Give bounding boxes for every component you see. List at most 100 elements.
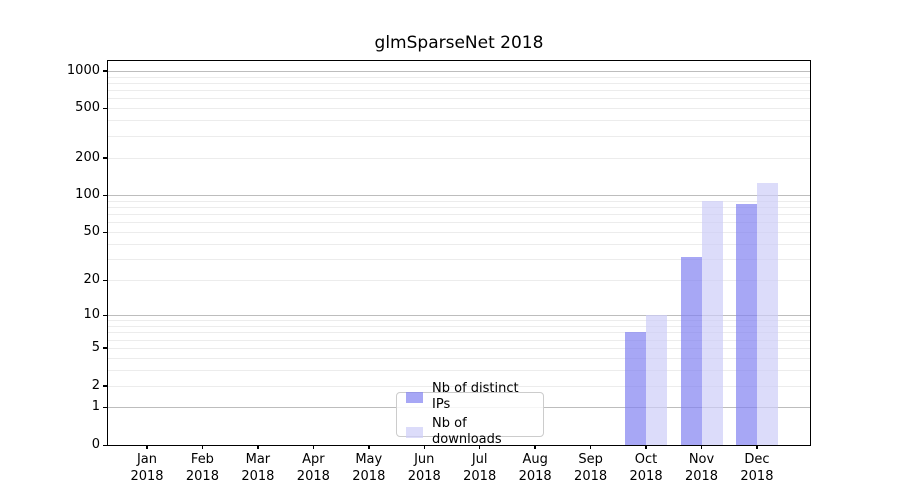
y-tick-mark xyxy=(103,406,107,409)
x-tick-label: Mar 2018 xyxy=(228,451,288,485)
x-tick-label: Nov 2018 xyxy=(672,451,732,485)
legend-swatch-distinct-ips xyxy=(406,391,423,403)
gridline-minor xyxy=(108,385,810,387)
bar-distinct-ips xyxy=(680,257,702,445)
x-tick-year: 2018 xyxy=(407,469,441,484)
x-tick-year: 2018 xyxy=(241,469,275,484)
bar-downloads xyxy=(756,183,778,445)
x-tick-year: 2018 xyxy=(574,469,608,484)
gridline-minor xyxy=(108,326,810,327)
x-tick-year: 2018 xyxy=(629,469,663,484)
gridline-minor xyxy=(108,120,810,122)
gridline-minor xyxy=(108,214,810,216)
x-tick-month: Oct xyxy=(634,452,658,467)
x-tick-label: Apr 2018 xyxy=(283,451,343,485)
gridline-major xyxy=(108,70,810,72)
gridline-minor xyxy=(108,369,810,371)
x-tick-mark xyxy=(146,445,148,449)
gridline-minor xyxy=(108,232,810,234)
gridline-minor xyxy=(108,157,810,159)
x-tick-year: 2018 xyxy=(296,469,330,484)
x-tick-label: Dec 2018 xyxy=(727,451,787,485)
gridline-minor xyxy=(108,347,810,349)
legend-swatch-downloads xyxy=(406,426,423,438)
gridline-minor xyxy=(108,259,810,261)
x-tick-month: Feb xyxy=(190,452,214,467)
gridline-minor xyxy=(108,243,810,245)
x-tick-mark xyxy=(312,445,315,449)
x-tick-label: Jul 2018 xyxy=(450,451,510,485)
x-tick-month: Aug xyxy=(522,452,548,467)
x-tick-year: 2018 xyxy=(518,469,552,484)
x-tick-month: Jun xyxy=(414,452,435,467)
x-tick-mark xyxy=(201,445,204,449)
y-tick-mark xyxy=(103,157,107,159)
gridline-minor xyxy=(108,280,810,282)
y-tick-label: 500 xyxy=(75,100,100,116)
x-tick-mark xyxy=(700,445,703,449)
gridline-minor xyxy=(108,76,810,78)
gridline-minor xyxy=(108,108,810,110)
x-tick-year: 2018 xyxy=(352,469,386,484)
x-tick-label: Jun 2018 xyxy=(394,451,454,485)
legend: Nb of distinct IPs Nb of downloads xyxy=(396,381,544,447)
gridline-minor xyxy=(108,222,810,224)
gridline-minor xyxy=(108,320,810,322)
y-tick-label: 20 xyxy=(83,272,100,288)
gridline-minor xyxy=(108,90,810,92)
x-tick-month: Apr xyxy=(302,452,325,467)
x-tick-mark xyxy=(756,445,758,449)
y-tick-mark xyxy=(103,314,107,317)
y-tick-mark xyxy=(103,385,107,387)
y-tick-label: 1000 xyxy=(66,62,100,78)
x-tick-year: 2018 xyxy=(185,469,219,484)
bar-downloads xyxy=(701,200,723,445)
bar-distinct-ips xyxy=(625,332,647,445)
gridline-minor xyxy=(108,332,810,334)
x-tick-mark xyxy=(478,445,481,449)
y-tick-label: 1 xyxy=(91,399,100,415)
legend-label-downloads: Nb of downloads xyxy=(432,416,502,447)
gridline-minor xyxy=(108,207,810,209)
y-tick-mark xyxy=(103,70,107,72)
x-tick-month: Jan xyxy=(136,452,158,467)
x-tick-label: Sep 2018 xyxy=(561,451,621,485)
y-tick-label: 0 xyxy=(91,437,100,452)
x-tick-month: Sep xyxy=(578,452,603,467)
x-tick-year: 2018 xyxy=(463,469,497,484)
y-tick-label: 100 xyxy=(75,187,100,203)
y-tick-mark xyxy=(103,194,107,197)
y-tick-mark xyxy=(103,347,107,349)
chart-title: glmSparseNet 2018 xyxy=(374,33,544,53)
x-tick-mark xyxy=(645,445,647,449)
x-tick-mark xyxy=(423,445,425,449)
y-tick-mark xyxy=(103,279,107,282)
y-tick-label: 2 xyxy=(91,377,100,393)
x-tick-month: May xyxy=(355,452,383,467)
gridline-minor xyxy=(108,82,810,84)
y-tick-label: 5 xyxy=(91,339,100,355)
y-tick-mark xyxy=(103,231,107,234)
x-tick-mark xyxy=(368,445,370,449)
y-tick-label: 200 xyxy=(75,149,100,165)
bar-distinct-ips xyxy=(735,203,757,445)
gridline-minor xyxy=(108,339,810,341)
gridline-minor xyxy=(108,357,810,359)
x-tick-month: Jul xyxy=(471,452,488,467)
y-tick-mark xyxy=(103,107,107,110)
x-tick-month: Dec xyxy=(744,452,770,467)
x-tick-label: Jan 2018 xyxy=(117,451,177,485)
x-tick-month: Nov xyxy=(688,452,715,467)
x-tick-year: 2018 xyxy=(684,469,719,484)
gridline-minor xyxy=(108,200,810,202)
x-tick-label: Oct 2018 xyxy=(616,451,676,485)
x-tick-year: 2018 xyxy=(740,469,774,484)
legend-item-distinct-ips: Nb of distinct IPs xyxy=(406,381,534,413)
x-tick-label: May 2018 xyxy=(339,451,399,485)
gridline-major xyxy=(108,195,810,197)
y-tick-label: 10 xyxy=(83,307,100,323)
gridline-major xyxy=(108,315,810,317)
x-tick-month: Mar xyxy=(245,452,271,467)
bar-downloads xyxy=(646,315,668,445)
